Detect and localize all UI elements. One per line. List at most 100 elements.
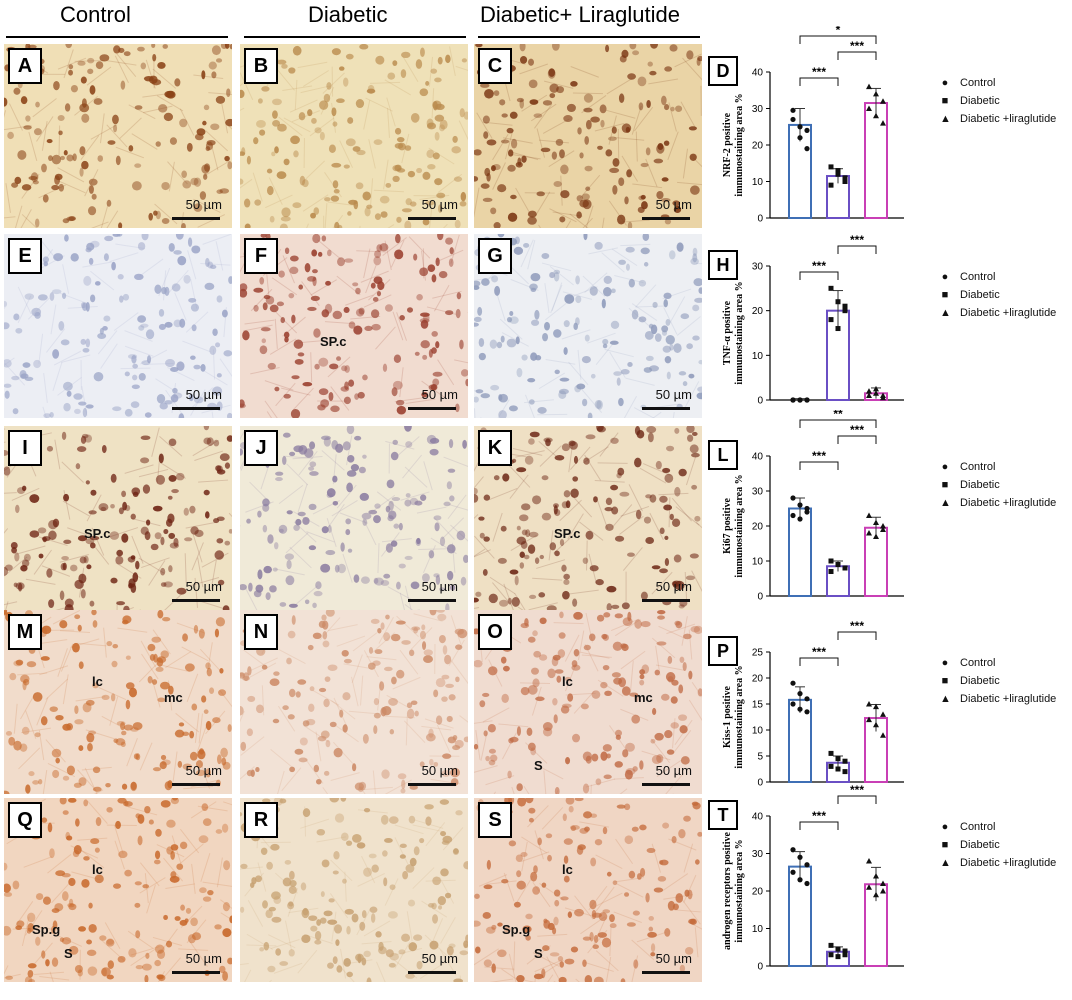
significance-label: ***	[812, 645, 826, 659]
significance-bracket	[838, 246, 876, 254]
scale-bar	[642, 217, 690, 220]
legend-marker-icon: ■	[940, 92, 950, 110]
legend-label: Diabetic	[960, 836, 1000, 854]
significance-label: ***	[850, 619, 864, 633]
annotation-sp-g: Sp.g	[502, 922, 530, 937]
scale-bar-label: 50 µm	[186, 387, 222, 402]
data-point	[880, 732, 886, 738]
legend-item: ●Control	[940, 74, 1056, 92]
annotation-mc: mc	[164, 690, 183, 705]
y-tick-label: 25	[752, 648, 764, 659]
annotation-sp-c: SP.c	[554, 526, 581, 541]
data-point	[797, 707, 802, 712]
legend-label: Diabetic +liraglutide	[960, 854, 1056, 872]
legend-item: ▲Diabetic +liraglutide	[940, 854, 1056, 872]
data-point	[836, 756, 841, 761]
data-point	[829, 286, 834, 291]
y-axis-label: NRF-2 positiveimmunostaining area %	[722, 93, 745, 196]
annotation-s: S	[534, 758, 543, 773]
y-tick-label: 30	[752, 104, 764, 115]
data-point	[790, 513, 795, 518]
data-point	[843, 308, 848, 313]
panel-label: F	[244, 238, 278, 274]
legend-marker-icon: ●	[940, 458, 950, 476]
y-tick-label: 0	[757, 962, 763, 973]
panel-label: M	[8, 614, 42, 650]
legend-item: ●Control	[940, 818, 1056, 836]
y-tick-label: 15	[752, 700, 764, 711]
data-point	[880, 888, 886, 894]
legend-item: ■Diabetic	[940, 836, 1056, 854]
significance-bracket	[800, 36, 876, 44]
significance-bracket	[800, 78, 838, 86]
significance-label: *	[836, 26, 841, 37]
significance-label: ***	[812, 809, 826, 823]
panel-label: B	[244, 48, 278, 84]
data-point	[873, 91, 879, 97]
legend-label: Diabetic	[960, 476, 1000, 494]
significance-bracket	[800, 822, 838, 830]
data-point	[873, 386, 879, 392]
legend-marker-icon: ■	[940, 672, 950, 690]
y-axis-label: androgen receptors positiveimmunostainin…	[722, 831, 745, 950]
data-point	[790, 847, 795, 852]
data-point	[829, 751, 834, 756]
y-tick-label: 20	[752, 306, 764, 317]
data-point	[797, 124, 802, 129]
scale-bar	[642, 971, 690, 974]
legend-marker-icon: ■	[940, 476, 950, 494]
scale-bar-label: 50 µm	[656, 197, 692, 212]
data-point	[797, 502, 802, 507]
annotation-lc: lc	[562, 862, 573, 877]
data-point	[829, 952, 834, 957]
significance-bracket	[838, 632, 876, 640]
y-tick-label: 10	[752, 726, 764, 737]
data-point	[843, 304, 848, 309]
data-point	[804, 128, 809, 133]
scale-bar-label: 50 µm	[422, 579, 458, 594]
data-point	[790, 108, 795, 113]
y-tick-label: 20	[752, 141, 764, 152]
annotation-lc: lc	[562, 674, 573, 689]
significance-label: ***	[850, 423, 864, 437]
annotation-sp-g: Sp.g	[32, 922, 60, 937]
scale-bar-label: 50 µm	[186, 763, 222, 778]
scale-bar	[408, 217, 456, 220]
data-point	[797, 691, 802, 696]
legend-marker-icon: ▲	[940, 110, 950, 128]
chart-legend: ●Control■Diabetic▲Diabetic +liraglutide	[940, 818, 1056, 872]
legend-label: Control	[960, 654, 995, 672]
panel-label: A	[8, 48, 42, 84]
data-point	[880, 523, 886, 529]
panel-label: C	[478, 48, 512, 84]
data-point	[866, 858, 872, 864]
micrograph-panel-j: J 50 µm	[240, 426, 468, 610]
significance-bracket	[800, 462, 838, 470]
scale-bar-label: 50 µm	[656, 951, 692, 966]
panel-label: N	[244, 614, 278, 650]
significance-label: ***	[850, 783, 864, 797]
data-point	[836, 326, 841, 331]
chart-legend: ●Control■Diabetic▲Diabetic +liraglutide	[940, 458, 1056, 512]
annotation-lc: lc	[92, 674, 103, 689]
data-point	[790, 701, 795, 706]
legend-marker-icon: ■	[940, 286, 950, 304]
legend-item: ■ Diabetic	[940, 476, 1056, 494]
significance-label: **	[833, 410, 843, 421]
scale-bar-label: 50 µm	[186, 579, 222, 594]
panel-label: K	[478, 430, 512, 466]
panel-label: J	[244, 430, 278, 466]
y-tick-label: 10	[752, 351, 764, 362]
data-point	[843, 179, 848, 184]
scale-bar	[172, 407, 220, 410]
legend-marker-icon: ▲	[940, 494, 950, 512]
data-point	[880, 120, 886, 126]
data-point	[866, 513, 872, 519]
legend-item: ▲Diabetic +liraglutide	[940, 690, 1056, 708]
